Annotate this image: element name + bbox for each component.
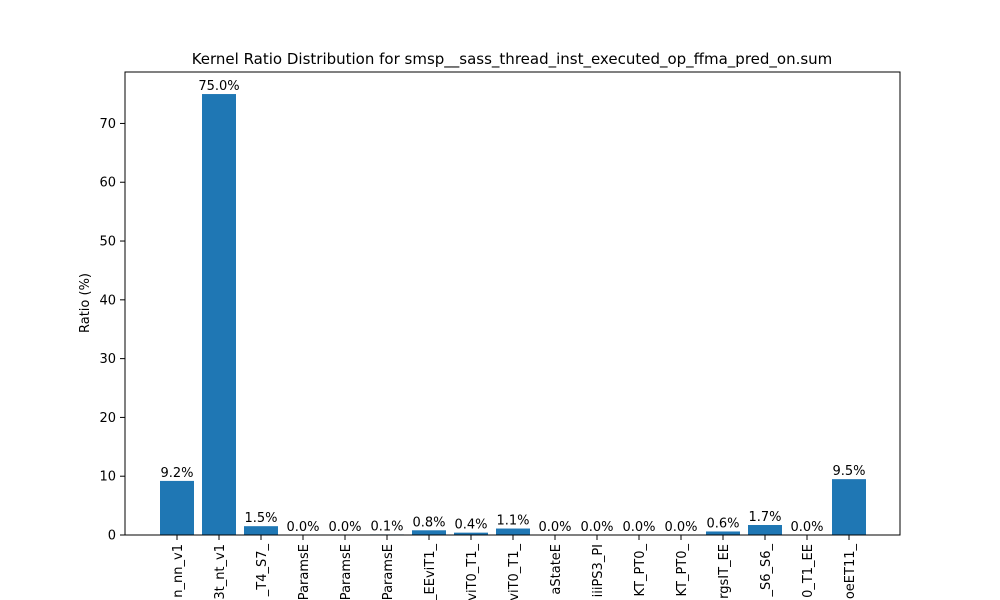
x-tick-label: aStateE	[549, 544, 564, 595]
bar	[160, 480, 194, 535]
data-label: 0.6%	[706, 516, 739, 531]
axes-frame	[124, 71, 901, 536]
y-tick-label: 30	[99, 352, 116, 367]
data-label: 0.4%	[454, 518, 487, 533]
x-tick-label: rgsIT_EE	[717, 544, 732, 599]
data-label: 0.0%	[538, 520, 571, 535]
x-tick-label: KT_PT0_	[675, 544, 690, 597]
data-label: 1.1%	[496, 514, 529, 529]
x-tick-label: 3t_nt_v1	[213, 544, 228, 600]
data-label: 0.0%	[790, 520, 823, 535]
x-tick-label: _T4_S7_	[255, 544, 270, 598]
y-tick-label: 0	[108, 529, 116, 544]
x-tick-label: _S6_S6_	[759, 544, 774, 598]
y-tick-label: 20	[99, 411, 116, 426]
data-label: 9.2%	[160, 466, 193, 481]
data-label: 1.7%	[748, 510, 781, 525]
x-tick-label: _EEviT1_	[423, 544, 438, 600]
x-tick-label: viT0_T1_	[465, 544, 480, 600]
bar	[454, 532, 488, 535]
y-tick-label: 10	[99, 470, 116, 485]
x-tick-label: ParamsE	[339, 544, 354, 600]
data-label: 0.0%	[622, 520, 655, 535]
x-tick-label: 0_T1_EE	[801, 544, 816, 598]
data-label: 1.5%	[244, 511, 277, 526]
data-label: 0.0%	[328, 520, 361, 535]
x-tick-label: ParamsE	[297, 544, 312, 600]
x-tick-label: ParamsE	[381, 544, 396, 600]
x-tick-label: n_nn_v1	[171, 544, 186, 598]
data-label: 9.5%	[832, 464, 865, 479]
plot-area: 9.2% 75.0% 1.5% 0.0% 0.0% 0.1% 0.8% 0.4% 1.1% 0.0…	[99, 71, 901, 600]
data-label: 75.0%	[198, 79, 239, 94]
x-tick-label: iiiPS3_PI	[591, 544, 606, 597]
data-label: 0.0%	[664, 520, 697, 535]
x-tick-label: KT_PT0_	[633, 544, 648, 597]
x-tick-label: viT0_T1_	[507, 544, 522, 600]
bar	[412, 530, 446, 535]
y-tick-label: 70	[99, 117, 116, 132]
y-tick-label: 50	[99, 235, 116, 250]
bar	[706, 531, 740, 535]
x-tick-label: oeET11_	[843, 544, 858, 600]
y-axis-label: Ratio (%)	[78, 273, 93, 333]
bar	[202, 94, 236, 536]
bar	[496, 528, 530, 535]
data-label: 0.1%	[370, 519, 403, 534]
bar	[244, 526, 278, 535]
bar	[748, 525, 782, 535]
chart-title: Kernel Ratio Distribution for smsp__sass…	[192, 50, 833, 69]
y-tick-label: 40	[99, 293, 116, 308]
y-tick-label: 60	[99, 176, 116, 191]
data-label: 0.0%	[580, 520, 613, 535]
data-label: 0.8%	[412, 515, 445, 530]
data-label: 0.0%	[286, 520, 319, 535]
bar	[832, 479, 866, 535]
